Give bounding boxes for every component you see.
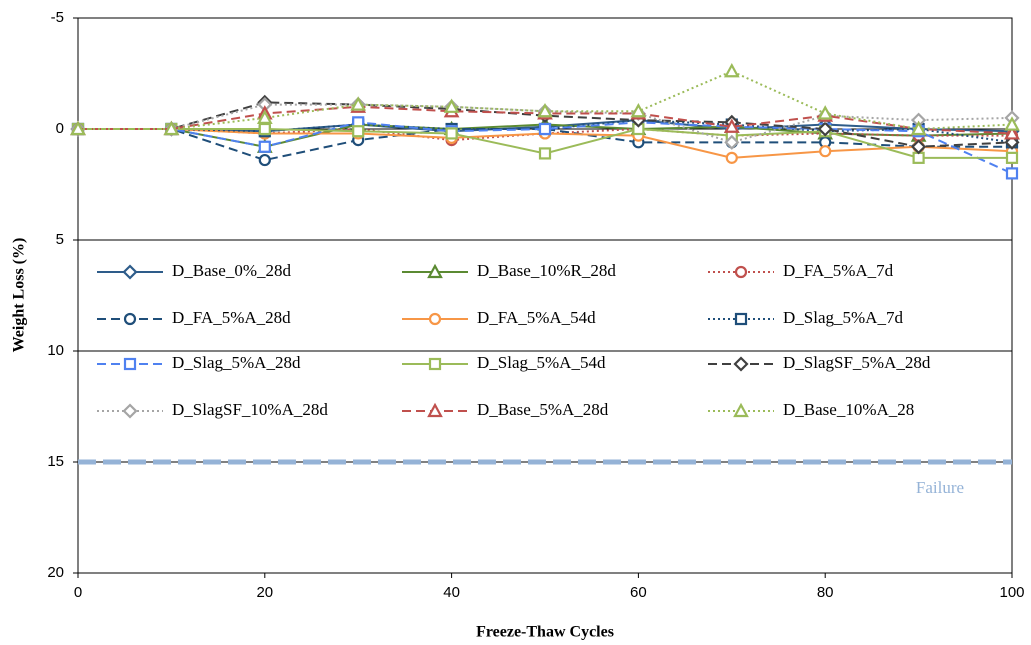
legend-label: D_FA_5%A_28d (172, 308, 291, 327)
marker (258, 122, 271, 136)
marker (1005, 167, 1019, 180)
legend-entry: D_Slag_5%A_28d (97, 353, 301, 372)
marker (1004, 116, 1020, 131)
legend-label: D_Slag_5%A_28d (172, 353, 301, 372)
legend-label: D_Base_10%R_28d (477, 261, 616, 280)
marker (734, 265, 748, 279)
marker (123, 357, 137, 371)
marker (537, 102, 553, 118)
marker (122, 403, 138, 419)
marker (724, 134, 740, 150)
legend-label: D_Slag_5%A_7d (783, 308, 903, 327)
legend-entry: D_Base_5%A_28d (402, 400, 609, 419)
y-tick-label: 5 (56, 231, 64, 248)
legend-label: D_Base_10%A_28 (783, 400, 914, 419)
series-line (78, 101, 1013, 148)
marker (817, 121, 833, 137)
plot-border (77, 17, 1013, 574)
marker (733, 402, 749, 418)
marker (911, 139, 927, 155)
marker (163, 120, 180, 136)
marker (445, 127, 458, 140)
marker (910, 120, 927, 136)
legend-entry: D_FA_5%A_54d (402, 308, 596, 327)
marker (723, 62, 740, 78)
series-line (78, 121, 1013, 175)
legend-entry: D_Base_10%R_28d (402, 261, 616, 280)
series-line (78, 119, 1013, 144)
legend-entry: D_Slag_5%A_54d (402, 353, 606, 372)
y-tick-label: 20 (47, 564, 64, 581)
x-tick-label: 20 (256, 584, 273, 601)
marker (428, 312, 442, 326)
marker (1004, 125, 1020, 140)
legend-label: D_Base_5%A_28d (477, 400, 609, 419)
legend-label: D_FA_5%A_54d (477, 308, 596, 327)
x-tick-label: 40 (443, 584, 460, 601)
legend-entry: D_SlagSF_5%A_28d (708, 353, 931, 372)
series-line (78, 128, 1012, 162)
marker (817, 105, 834, 120)
marker (725, 151, 738, 164)
marker (123, 312, 137, 326)
marker (428, 357, 442, 371)
marker (122, 264, 138, 280)
legend-entry: D_Base_10%A_28 (708, 400, 914, 419)
marker (350, 96, 367, 111)
marker (912, 151, 925, 164)
legend-label: D_FA_5%A_7d (783, 261, 894, 280)
marker (70, 120, 86, 136)
marker (733, 356, 749, 372)
marker (443, 98, 460, 113)
legend-entry: D_Base_0%_28d (97, 261, 291, 280)
marker (256, 109, 273, 125)
legend-label: D_Base_0%_28d (172, 261, 291, 280)
legend-label: D_SlagSF_10%A_28d (172, 400, 328, 419)
y-tick-label: 0 (56, 120, 64, 137)
x-tick-label: 80 (817, 584, 834, 601)
legend-label: D_Slag_5%A_54d (477, 353, 606, 372)
marker (427, 402, 443, 418)
legend-entry: D_FA_5%A_7d (708, 261, 894, 280)
marker (258, 140, 271, 153)
marker (734, 312, 748, 326)
marker (1005, 151, 1019, 164)
marker (630, 102, 647, 118)
x-tick-label: 0 (74, 584, 82, 601)
legend-entry: D_Slag_5%A_7d (708, 308, 903, 327)
x-tick-label: 100 (999, 584, 1024, 601)
x-tick-label: 60 (630, 584, 647, 601)
marker (258, 153, 271, 167)
x-axis-title: Freeze-Thaw Cycles (476, 624, 614, 641)
legend-label: D_SlagSF_5%A_28d (783, 353, 931, 372)
marker (538, 147, 552, 160)
marker (352, 125, 365, 138)
marker (819, 145, 832, 158)
y-axis-title: Weight Loss (%) (11, 238, 28, 353)
y-tick-label: 10 (47, 342, 64, 359)
y-tick-label: 15 (47, 453, 64, 470)
legend-entry: D_FA_5%A_28d (97, 308, 291, 327)
marker (427, 263, 443, 279)
series-line (78, 70, 1013, 131)
legend-entry: D_SlagSF_10%A_28d (97, 400, 328, 419)
failure-label: Failure (916, 478, 964, 497)
marker (723, 118, 740, 133)
y-tick-label: -5 (51, 9, 64, 26)
marker (538, 122, 552, 136)
